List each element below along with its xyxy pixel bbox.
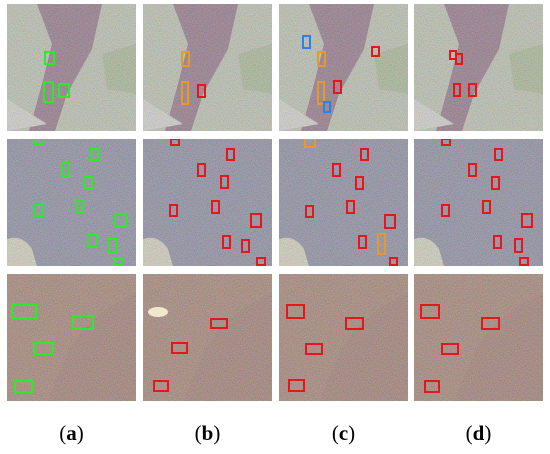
ground-truth-box [33,204,43,217]
ground-truth-box [33,342,54,355]
caption-b: (b) [194,421,221,445]
caption-d: (d) [465,421,492,445]
detection-box [197,84,206,98]
detection-box [333,80,342,94]
detection-box [420,304,440,319]
missed-box [181,81,189,105]
ground-truth-box [87,234,97,248]
caption-a: (a) [59,421,84,445]
detection-box [355,176,364,190]
detection-box [211,200,220,214]
detection-box [220,175,229,189]
detection-box [455,53,463,65]
detection-box [226,148,235,161]
detection-box [222,235,231,249]
detection-box [153,380,169,392]
tile-b-sea [143,139,272,266]
detection-box [481,317,500,330]
false-box [302,35,311,49]
ground-truth-box [72,315,94,330]
detection-box [345,317,364,330]
detection-box [493,235,502,249]
detection-box [441,343,459,355]
detection-box [197,163,206,177]
detection-box [514,238,523,253]
detection-box [250,213,262,228]
detection-box [358,235,367,249]
detection-box [256,257,266,266]
ground-truth-box [58,83,70,98]
ground-truth-box [75,199,84,213]
detection-box [491,176,500,190]
detection-box [210,318,228,329]
detection-box [453,83,461,97]
detection-box [482,200,491,214]
detection-box [441,204,450,217]
detection-box [441,139,451,146]
detection-box [305,205,314,218]
ground-truth-box [84,175,93,189]
detection-box [346,200,355,214]
tile-d-coast [414,274,543,401]
ground-truth-box [61,162,70,177]
missed-box [377,233,386,255]
ground-truth-box [44,51,55,65]
missed-box [317,81,325,105]
detection-box [468,83,477,97]
missed-box [181,51,190,67]
tile-b-coast [143,274,272,401]
tile-c-river [279,4,408,131]
tile-d-sea [414,139,543,266]
ground-truth-box [113,257,123,266]
detection-box [241,239,250,253]
detection-box [371,46,380,57]
caption-c: (c) [331,421,356,445]
detection-box [288,379,305,392]
detection-box [286,304,305,319]
ground-truth-box [11,304,37,319]
tile-c-sea [279,139,408,266]
detection-box [521,213,533,228]
ground-truth-box [34,139,44,146]
missed-box [317,51,326,67]
detection-box [169,204,178,217]
false-box [323,101,331,113]
detection-box [389,257,398,266]
detection-box [332,163,341,177]
tile-a-sea [7,139,136,266]
detection-box [170,139,180,146]
detection-box [494,148,503,161]
tile-c-coast [279,274,408,401]
detection-box [384,214,396,229]
detection-box [468,163,477,177]
detection-box [305,343,323,355]
detection-box [171,342,188,354]
tile-a-coast [7,274,136,401]
tile-a-river [7,4,136,131]
tile-b-river [143,4,272,131]
detection-box [424,380,440,393]
ground-truth-box [14,380,33,393]
detection-box [519,257,529,266]
ground-truth-box [43,81,54,103]
ground-truth-box [107,237,117,254]
ground-truth-box [114,213,127,228]
missed-box [304,139,316,148]
tile-d-river [414,4,543,131]
detection-box [360,148,369,161]
ground-truth-box [90,147,99,161]
